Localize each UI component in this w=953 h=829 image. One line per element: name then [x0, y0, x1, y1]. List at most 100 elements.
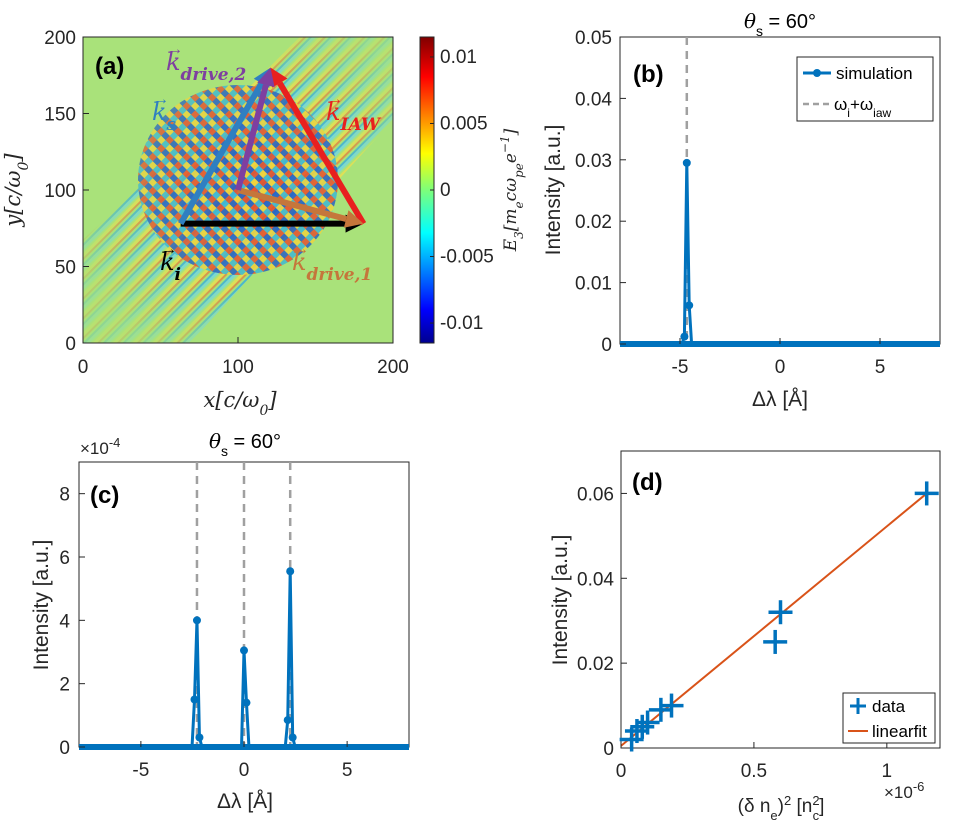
d-data-point — [635, 710, 660, 735]
k_s-label: ks — [152, 98, 177, 135]
d-data-point — [659, 693, 684, 718]
k_drive_2-vector-arrow: → — [167, 41, 183, 58]
a-xtick-label: 0 — [78, 357, 89, 378]
b-simulation-point — [685, 301, 694, 310]
b-ytick-label: 0.01 — [575, 274, 612, 295]
colorbar-label: E3[mecωpee−1] — [498, 128, 526, 252]
panel-d-ticks: 0 0.5 1 0 0.02 0.04 0.06 — [577, 484, 892, 782]
c-ytick-label: 4 — [59, 611, 70, 632]
panel-b-ylabel: Intensity [a.u.] — [542, 125, 565, 256]
d-data-point — [648, 697, 673, 722]
panel-d: 0 0.5 1 0 0.02 0.04 0.06 (d) ×10-6 (δ ne)2 [n2… — [549, 450, 941, 823]
d-ytick-label: 0.02 — [577, 654, 614, 675]
c-xtick-label: 5 — [342, 760, 353, 781]
c-peak-point — [190, 695, 199, 704]
panel-b-xlabel: Δλ [Å] — [752, 388, 808, 411]
colorbar-tick-label: 0.005 — [440, 113, 488, 134]
legend-fit-label: linearfit — [872, 722, 927, 741]
c-peak-point — [286, 567, 295, 576]
a-xtick-label: 100 — [222, 357, 254, 378]
legend-data-label: data — [872, 697, 906, 716]
k_drive_2-arrow-shaft — [235, 84, 269, 191]
a-ytick-label: 100 — [44, 181, 76, 202]
panel-b-label: (b) — [633, 61, 664, 88]
legend-simulation-label: simulation — [836, 64, 913, 83]
a-ytick-label: 50 — [55, 258, 76, 279]
panel-d-legend: data linearfit — [842, 692, 936, 744]
panel-b: -5 0 5 0 0.01 0.02 0.03 0.04 0.05 (b) θs = 60° Δ… — [542, 9, 941, 411]
panel-d-plot — [619, 481, 939, 752]
k_i-vector-arrow: → — [161, 241, 177, 258]
wave-vectors: ki→ks→ kIAW→kdrive,1→kdrive,2→ — [152, 41, 382, 285]
panel-d-xlabel: (δ ne)2 [n2 c] — [738, 793, 825, 823]
colorbar-tick-label: 0 — [440, 180, 451, 201]
c-peak-point — [240, 646, 248, 655]
k_IAW-label: kIAW — [326, 98, 382, 135]
colorbar-ticks: 0.01 0.005 0 -0.005 -0.01 — [430, 47, 494, 334]
k_drive_1-arrow-head — [343, 210, 364, 228]
k_IAW-vector-arrow: → — [327, 91, 343, 108]
panel-a-ylabel: y[c/ω0] — [1, 153, 32, 228]
panel-b-ticks: -5 0 5 0 0.01 0.02 0.03 0.04 0.05 — [575, 28, 885, 378]
b-ytick-label: 0.03 — [575, 151, 612, 172]
a-ytick-label: 200 — [44, 28, 76, 49]
c-ytick-label: 2 — [59, 675, 70, 696]
b-ytick-label: 0.05 — [575, 28, 612, 49]
k_drive_2-label: kdrive,2 — [166, 48, 246, 85]
d-xtick-label: 0.5 — [741, 761, 767, 782]
d-data-point — [630, 714, 655, 739]
d-data-point — [914, 481, 939, 506]
panel-c-ylabel: Intensity [a.u.] — [30, 540, 53, 671]
c-xtick-label: -5 — [132, 760, 149, 781]
k_drive_1-arrow-shaft — [237, 187, 347, 222]
panel-a-ticks: 0 100 200 0 50 100 150 200 — [44, 28, 409, 378]
panel-b-title: θs = 60° — [744, 9, 816, 39]
c-peak-point — [242, 698, 251, 707]
c-xtick-label: 0 — [239, 760, 250, 781]
b-xtick-label: -5 — [672, 357, 689, 378]
b-ytick-label: 0 — [601, 335, 612, 356]
colorbar-tick-label: -0.005 — [440, 247, 494, 268]
legend-simulation-marker — [813, 69, 821, 77]
c-peak-point — [283, 716, 292, 725]
k_IAW-arrow-shaft — [277, 81, 367, 226]
d-ytick-label: 0.06 — [577, 484, 614, 505]
k_IAW-arrow-head — [270, 67, 288, 88]
panel-b-legend: simulation ωi+ωiaw — [796, 56, 934, 122]
b-xtick-label: 5 — [875, 357, 886, 378]
k_drive_1-vector-arrow: → — [293, 241, 309, 258]
a-ytick-label: 0 — [65, 334, 76, 355]
c-peak-point — [195, 733, 204, 742]
d-xtick-label: 0 — [616, 761, 627, 782]
k_drive_1-label: kdrive,1 — [292, 248, 372, 285]
k_s-vector-arrow: → — [153, 91, 169, 108]
colorbar-tick-label: 0.01 — [440, 47, 477, 68]
panel-c-label: (c) — [90, 482, 119, 509]
c-ytick-label: 0 — [59, 738, 70, 759]
k_drive_2-arrow-head — [257, 67, 275, 88]
panel-c-ticks: -5 0 5 0 2 4 6 8 — [59, 485, 352, 781]
panel-d-exponent: ×10-6 — [884, 779, 924, 803]
panel-d-label: (d) — [632, 469, 663, 496]
panel-a: ki→ks→ kIAW→kdrive,1→kdrive,2→ 0 100 200050… — [1, 28, 526, 419]
d-data-point — [768, 600, 793, 625]
panel-c-xlabel: Δλ [Å] — [217, 790, 273, 813]
panel-a-xlabel: x[c/ω0] — [203, 388, 277, 419]
b-simulation-point — [680, 332, 689, 341]
b-ytick-label: 0.04 — [575, 89, 612, 110]
a-ytick-label: 150 — [44, 105, 76, 126]
k_i-label: ki — [160, 248, 181, 285]
b-ytick-label: 0.02 — [575, 212, 612, 233]
a-xtick-label: 200 — [377, 357, 409, 378]
d-ytick-label: 0.04 — [577, 569, 614, 590]
colorbar-tick-label: -0.01 — [440, 313, 483, 334]
b-xtick-label: 0 — [775, 357, 786, 378]
k_s-arrow-shaft — [178, 81, 265, 226]
legend-omega-label: ωi+ωiaw — [834, 95, 891, 120]
panel-d-ylabel: Intensity [a.u.] — [549, 535, 572, 666]
d-data-point — [763, 629, 788, 654]
panel-c-title: θs = 60° — [209, 429, 281, 459]
c-ytick-label: 8 — [59, 485, 70, 506]
panel-c: -5 0 5 0 2 4 6 8 (c) θs = 60° ×10-4 Δλ [Å] Inte… — [30, 429, 410, 813]
